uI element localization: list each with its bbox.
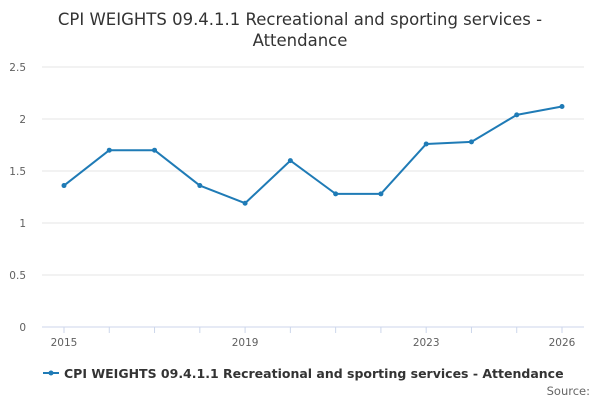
x-tick-label: 2026 — [549, 337, 576, 349]
x-tick-label: 2023 — [413, 337, 440, 349]
data-point[interactable] — [152, 147, 158, 153]
data-point[interactable] — [197, 183, 203, 189]
legend-item-label: CPI WEIGHTS 09.4.1.1 Recreational and sp… — [64, 366, 564, 381]
y-tick-label: 1.5 — [9, 166, 26, 178]
series-layer — [61, 104, 565, 206]
legend[interactable]: CPI WEIGHTS 09.4.1.1 Recreational and sp… — [43, 366, 564, 381]
series-line — [63, 105, 563, 205]
chart-credit[interactable]: Source: — [547, 384, 590, 398]
data-point[interactable] — [378, 191, 384, 197]
x-tick-label: 2019 — [232, 337, 259, 349]
grid-lines — [42, 66, 584, 328]
data-point[interactable] — [468, 139, 474, 145]
y-tick-label: 0.5 — [9, 270, 26, 282]
data-point[interactable] — [333, 191, 339, 197]
y-tick-label: 0 — [19, 322, 26, 334]
chart-title-line-2: Attendance — [253, 31, 348, 50]
x-tick-label: 2015 — [51, 337, 78, 349]
data-point[interactable] — [61, 183, 67, 189]
data-point[interactable] — [514, 112, 520, 118]
data-point[interactable] — [423, 141, 429, 147]
data-point[interactable] — [559, 104, 565, 110]
y-tick-label: 2 — [19, 114, 26, 126]
y-axis: 0 0.5 1 1.5 2 2.5 — [9, 62, 26, 334]
y-tick-label: 1 — [19, 218, 26, 230]
data-point[interactable] — [242, 200, 248, 206]
legend-point-marker — [48, 370, 54, 376]
y-tick-label: 2.5 — [9, 62, 26, 74]
data-point[interactable] — [106, 147, 112, 153]
x-axis: 2015 2019 2023 2026 — [42, 326, 584, 349]
data-point[interactable] — [287, 158, 293, 164]
chart-title-line-1: CPI WEIGHTS 09.4.1.1 Recreational and sp… — [58, 10, 542, 29]
